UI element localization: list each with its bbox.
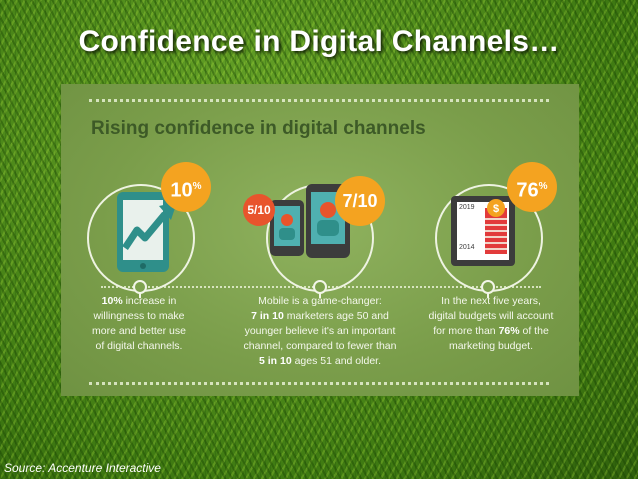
caption-text: increase in — [122, 295, 177, 307]
dotted-divider-bottom — [89, 382, 549, 385]
caption-mobile: Mobile is a game-changer: 7 in 10 market… — [231, 294, 409, 369]
dotted-divider-top — [89, 99, 549, 102]
badge-value: 7/10 — [342, 191, 378, 211]
caption-budget: In the next five years, digital budgets … — [407, 294, 575, 354]
caption-bold: 7 in 10 — [251, 310, 284, 322]
badge-value: 76 — [516, 179, 539, 202]
caption-text: willingness to make — [93, 310, 185, 322]
caption-text: for more than — [433, 325, 499, 337]
caption-text: marketers age 50 and — [283, 310, 389, 322]
badge-suffix: % — [192, 181, 202, 192]
percent-badge-76: 76% — [507, 162, 557, 212]
caption-text: ages 51 and older. — [291, 355, 381, 367]
badge-value: 10 — [170, 179, 193, 202]
ratio-badge-5-10: 5/10 — [243, 194, 275, 226]
tablet-growth-arrow-icon — [117, 192, 177, 272]
caption-text: Mobile is a game-changer: — [258, 295, 382, 307]
caption-bold: 76% — [498, 325, 520, 337]
pin-icon — [313, 280, 327, 298]
caption-tablet: 10% increase in willingness to make more… — [64, 294, 214, 354]
ratio-badge-7-10: 7/10 — [335, 176, 385, 226]
badge-suffix: % — [538, 181, 548, 192]
badge-value: 5/10 — [247, 203, 271, 217]
pin-icon — [481, 280, 495, 298]
caption-text: more and better use — [92, 325, 186, 337]
year-bottom-label: 2014 — [459, 244, 475, 251]
caption-bold: 10% — [101, 295, 123, 307]
infographic-panel: Rising confidence in digital channels 10… — [61, 84, 579, 396]
caption-text: channel, compared to fewer than — [243, 340, 397, 352]
caption-text: In the next five years, — [441, 295, 541, 307]
budget-coins-icon: $ — [451, 196, 515, 266]
year-top-label: 2019 — [459, 204, 475, 211]
percent-badge-10: 10% — [161, 162, 211, 212]
caption-bold: 5 in 10 — [258, 355, 292, 367]
svg-text:$: $ — [493, 203, 499, 215]
caption-text: of digital channels. — [95, 340, 183, 352]
source-credit: Source: Accenture Interactive — [4, 461, 161, 475]
pin-icon — [133, 280, 147, 298]
caption-text: marketing budget. — [448, 340, 534, 352]
caption-text: of the — [519, 325, 549, 337]
caption-text: digital budgets will account — [428, 310, 554, 322]
slide-title: Confidence in Digital Channels… — [78, 25, 560, 58]
infographic-heading: Rising confidence in digital channels — [91, 118, 426, 139]
caption-text: younger believe it's an important — [244, 325, 396, 337]
